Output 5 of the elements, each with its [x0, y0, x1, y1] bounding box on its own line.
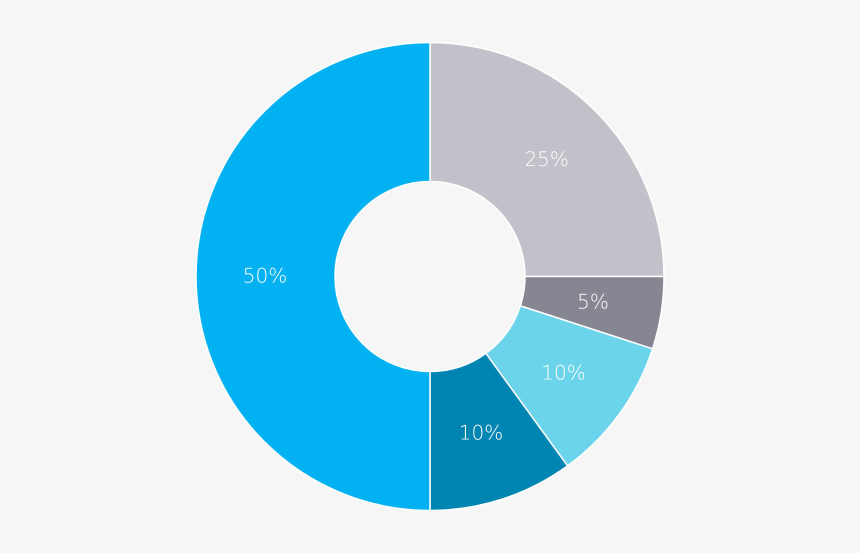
data-label: 10%	[458, 420, 504, 444]
data-label: 25%	[524, 146, 569, 171]
data-label: 10%	[541, 360, 586, 384]
data-label: 5%	[577, 289, 609, 314]
data-label: 50%	[242, 264, 288, 288]
